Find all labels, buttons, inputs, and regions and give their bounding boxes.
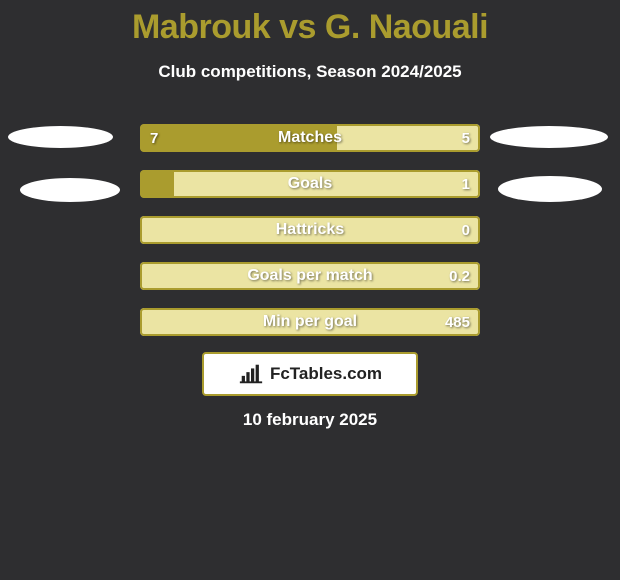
player-left-ellipse-2 [20,178,120,202]
player-right-ellipse-2 [498,176,602,202]
stat-row: Hattricks0 [140,216,480,244]
player-left-ellipse-1 [8,126,113,148]
date-text: 10 february 2025 [0,410,620,430]
stat-row: Min per goal485 [140,308,480,336]
stat-bar-left [140,170,174,198]
chart-container: Mabrouk vs G. Naouali Club competitions,… [0,0,620,580]
stats-bars: Matches75 Goals1 Hattricks0 Goals per match… [140,124,480,354]
page-title: Mabrouk vs G. Naouali [0,8,620,47]
player-right-ellipse-1 [490,126,608,148]
stat-bar-left [140,124,337,152]
stat-bar-right [140,216,480,244]
stat-bar-right [174,170,480,198]
stat-row: Matches75 [140,124,480,152]
page-subtitle: Club competitions, Season 2024/2025 [0,62,620,82]
logo-text: FcTables.com [270,364,382,384]
stat-bar-right [140,262,480,290]
logo-box: FcTables.com [202,352,418,396]
stat-row: Goals per match0.2 [140,262,480,290]
stat-row: Goals1 [140,170,480,198]
chart-icon [238,363,264,385]
stat-bar-right [337,124,480,152]
stat-bar-right [140,308,480,336]
